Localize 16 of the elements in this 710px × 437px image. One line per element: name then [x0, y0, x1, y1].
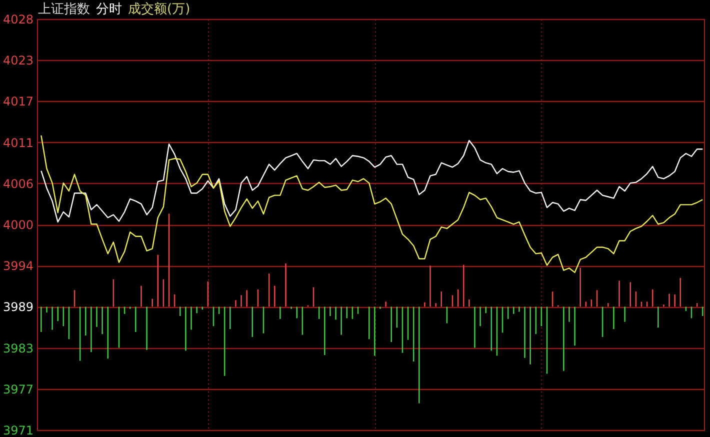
- y-tick-label: 3983: [2, 341, 34, 356]
- text: 分时: [96, 2, 122, 17]
- text: 成交额(万): [128, 1, 190, 17]
- y-tick-label: 3994: [2, 259, 34, 274]
- line-series: [40, 134, 704, 274]
- y-tick-label: 4028: [2, 12, 34, 26]
- y-tick-label: 4017: [2, 94, 34, 109]
- y-tick-label: 4006: [2, 176, 34, 191]
- y-tick-label: 3989: [2, 300, 34, 314]
- y-tick-label: 4000: [2, 218, 34, 232]
- y-tick-label: 4023: [2, 54, 34, 68]
- chart-title: 上证指数: [38, 2, 90, 17]
- y-tick-label: 4011: [2, 136, 34, 150]
- y-tick-label: 3971: [2, 424, 34, 437]
- y-tick-label: 3977: [2, 382, 34, 396]
- line-series: [40, 140, 704, 223]
